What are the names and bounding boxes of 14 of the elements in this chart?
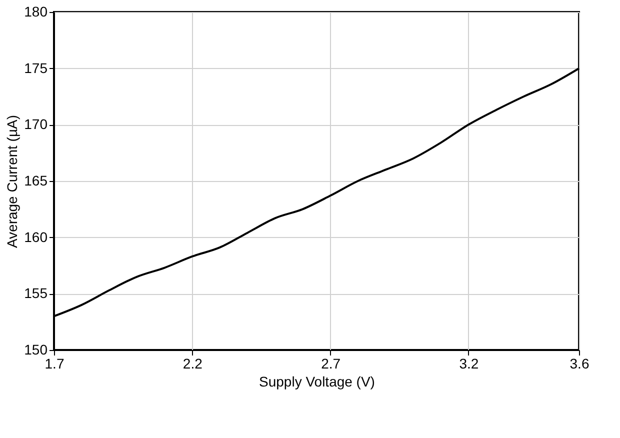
y-tick-label: 165: [24, 172, 48, 188]
y-axis-title: Average Current (µA): [4, 114, 20, 248]
x-tick-label: 1.7: [44, 356, 64, 372]
x-tick-label: 3.6: [570, 356, 590, 372]
x-axis-title: Supply Voltage (V): [259, 374, 375, 390]
y-tick-label: 155: [24, 285, 48, 302]
y-tick-label: 180: [24, 4, 48, 20]
x-tick-label: 3.2: [459, 356, 479, 372]
x-tick-label: 2.7: [321, 356, 341, 372]
y-tick-label: 160: [24, 228, 48, 245]
y-tick-label: 170: [24, 116, 48, 132]
x-tick-label: 2.2: [182, 356, 203, 372]
y-tick-label: 175: [24, 60, 48, 76]
y-tick-label: 150: [24, 342, 48, 358]
